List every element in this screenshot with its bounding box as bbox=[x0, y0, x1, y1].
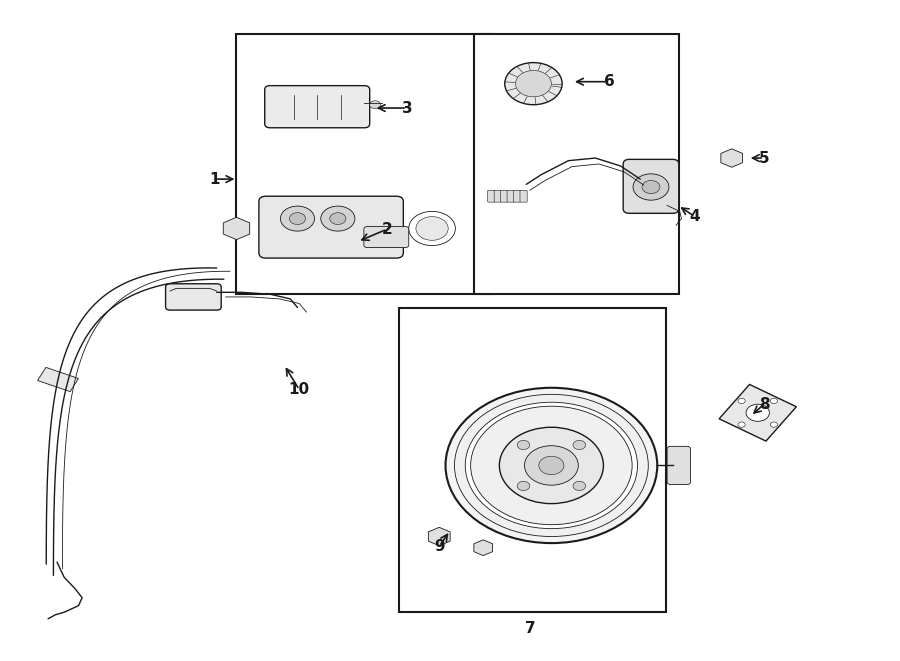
Text: 7: 7 bbox=[526, 621, 536, 635]
FancyBboxPatch shape bbox=[488, 190, 495, 202]
Circle shape bbox=[446, 388, 657, 543]
Circle shape bbox=[525, 446, 579, 485]
Circle shape bbox=[770, 422, 778, 427]
Circle shape bbox=[633, 174, 669, 200]
Bar bbox=[237, 34, 492, 294]
FancyBboxPatch shape bbox=[166, 284, 221, 310]
Circle shape bbox=[738, 422, 745, 427]
Text: 9: 9 bbox=[434, 539, 445, 554]
Text: 3: 3 bbox=[401, 100, 412, 116]
Text: 2: 2 bbox=[382, 221, 392, 237]
Circle shape bbox=[573, 481, 586, 490]
Ellipse shape bbox=[516, 434, 588, 467]
Circle shape bbox=[770, 399, 778, 404]
Circle shape bbox=[471, 407, 632, 525]
Circle shape bbox=[518, 440, 530, 449]
FancyBboxPatch shape bbox=[520, 190, 527, 202]
Circle shape bbox=[409, 212, 455, 246]
Text: 4: 4 bbox=[689, 209, 700, 224]
Circle shape bbox=[516, 71, 552, 97]
Circle shape bbox=[573, 440, 586, 449]
FancyBboxPatch shape bbox=[500, 190, 508, 202]
Circle shape bbox=[320, 206, 355, 231]
FancyBboxPatch shape bbox=[364, 227, 409, 248]
Text: 1: 1 bbox=[210, 172, 220, 186]
Text: 6: 6 bbox=[604, 74, 615, 89]
FancyBboxPatch shape bbox=[259, 196, 403, 258]
Bar bbox=[399, 308, 666, 612]
Circle shape bbox=[738, 399, 745, 404]
Text: 5: 5 bbox=[759, 151, 769, 165]
Circle shape bbox=[500, 427, 603, 504]
Circle shape bbox=[642, 180, 660, 194]
FancyBboxPatch shape bbox=[507, 190, 514, 202]
FancyBboxPatch shape bbox=[667, 446, 690, 485]
Circle shape bbox=[370, 100, 381, 108]
Text: 8: 8 bbox=[759, 397, 769, 412]
Circle shape bbox=[518, 481, 530, 490]
Text: 10: 10 bbox=[289, 382, 310, 397]
FancyBboxPatch shape bbox=[514, 190, 521, 202]
Circle shape bbox=[465, 403, 637, 529]
Circle shape bbox=[505, 63, 562, 104]
Circle shape bbox=[416, 217, 448, 241]
Circle shape bbox=[290, 213, 305, 225]
FancyBboxPatch shape bbox=[265, 86, 370, 128]
FancyBboxPatch shape bbox=[494, 190, 501, 202]
Polygon shape bbox=[719, 385, 796, 441]
Circle shape bbox=[281, 206, 314, 231]
Bar bbox=[474, 34, 679, 294]
FancyBboxPatch shape bbox=[623, 159, 679, 214]
Circle shape bbox=[454, 395, 648, 537]
Circle shape bbox=[746, 405, 769, 421]
Circle shape bbox=[329, 213, 346, 225]
Polygon shape bbox=[38, 368, 78, 391]
Circle shape bbox=[539, 456, 564, 475]
